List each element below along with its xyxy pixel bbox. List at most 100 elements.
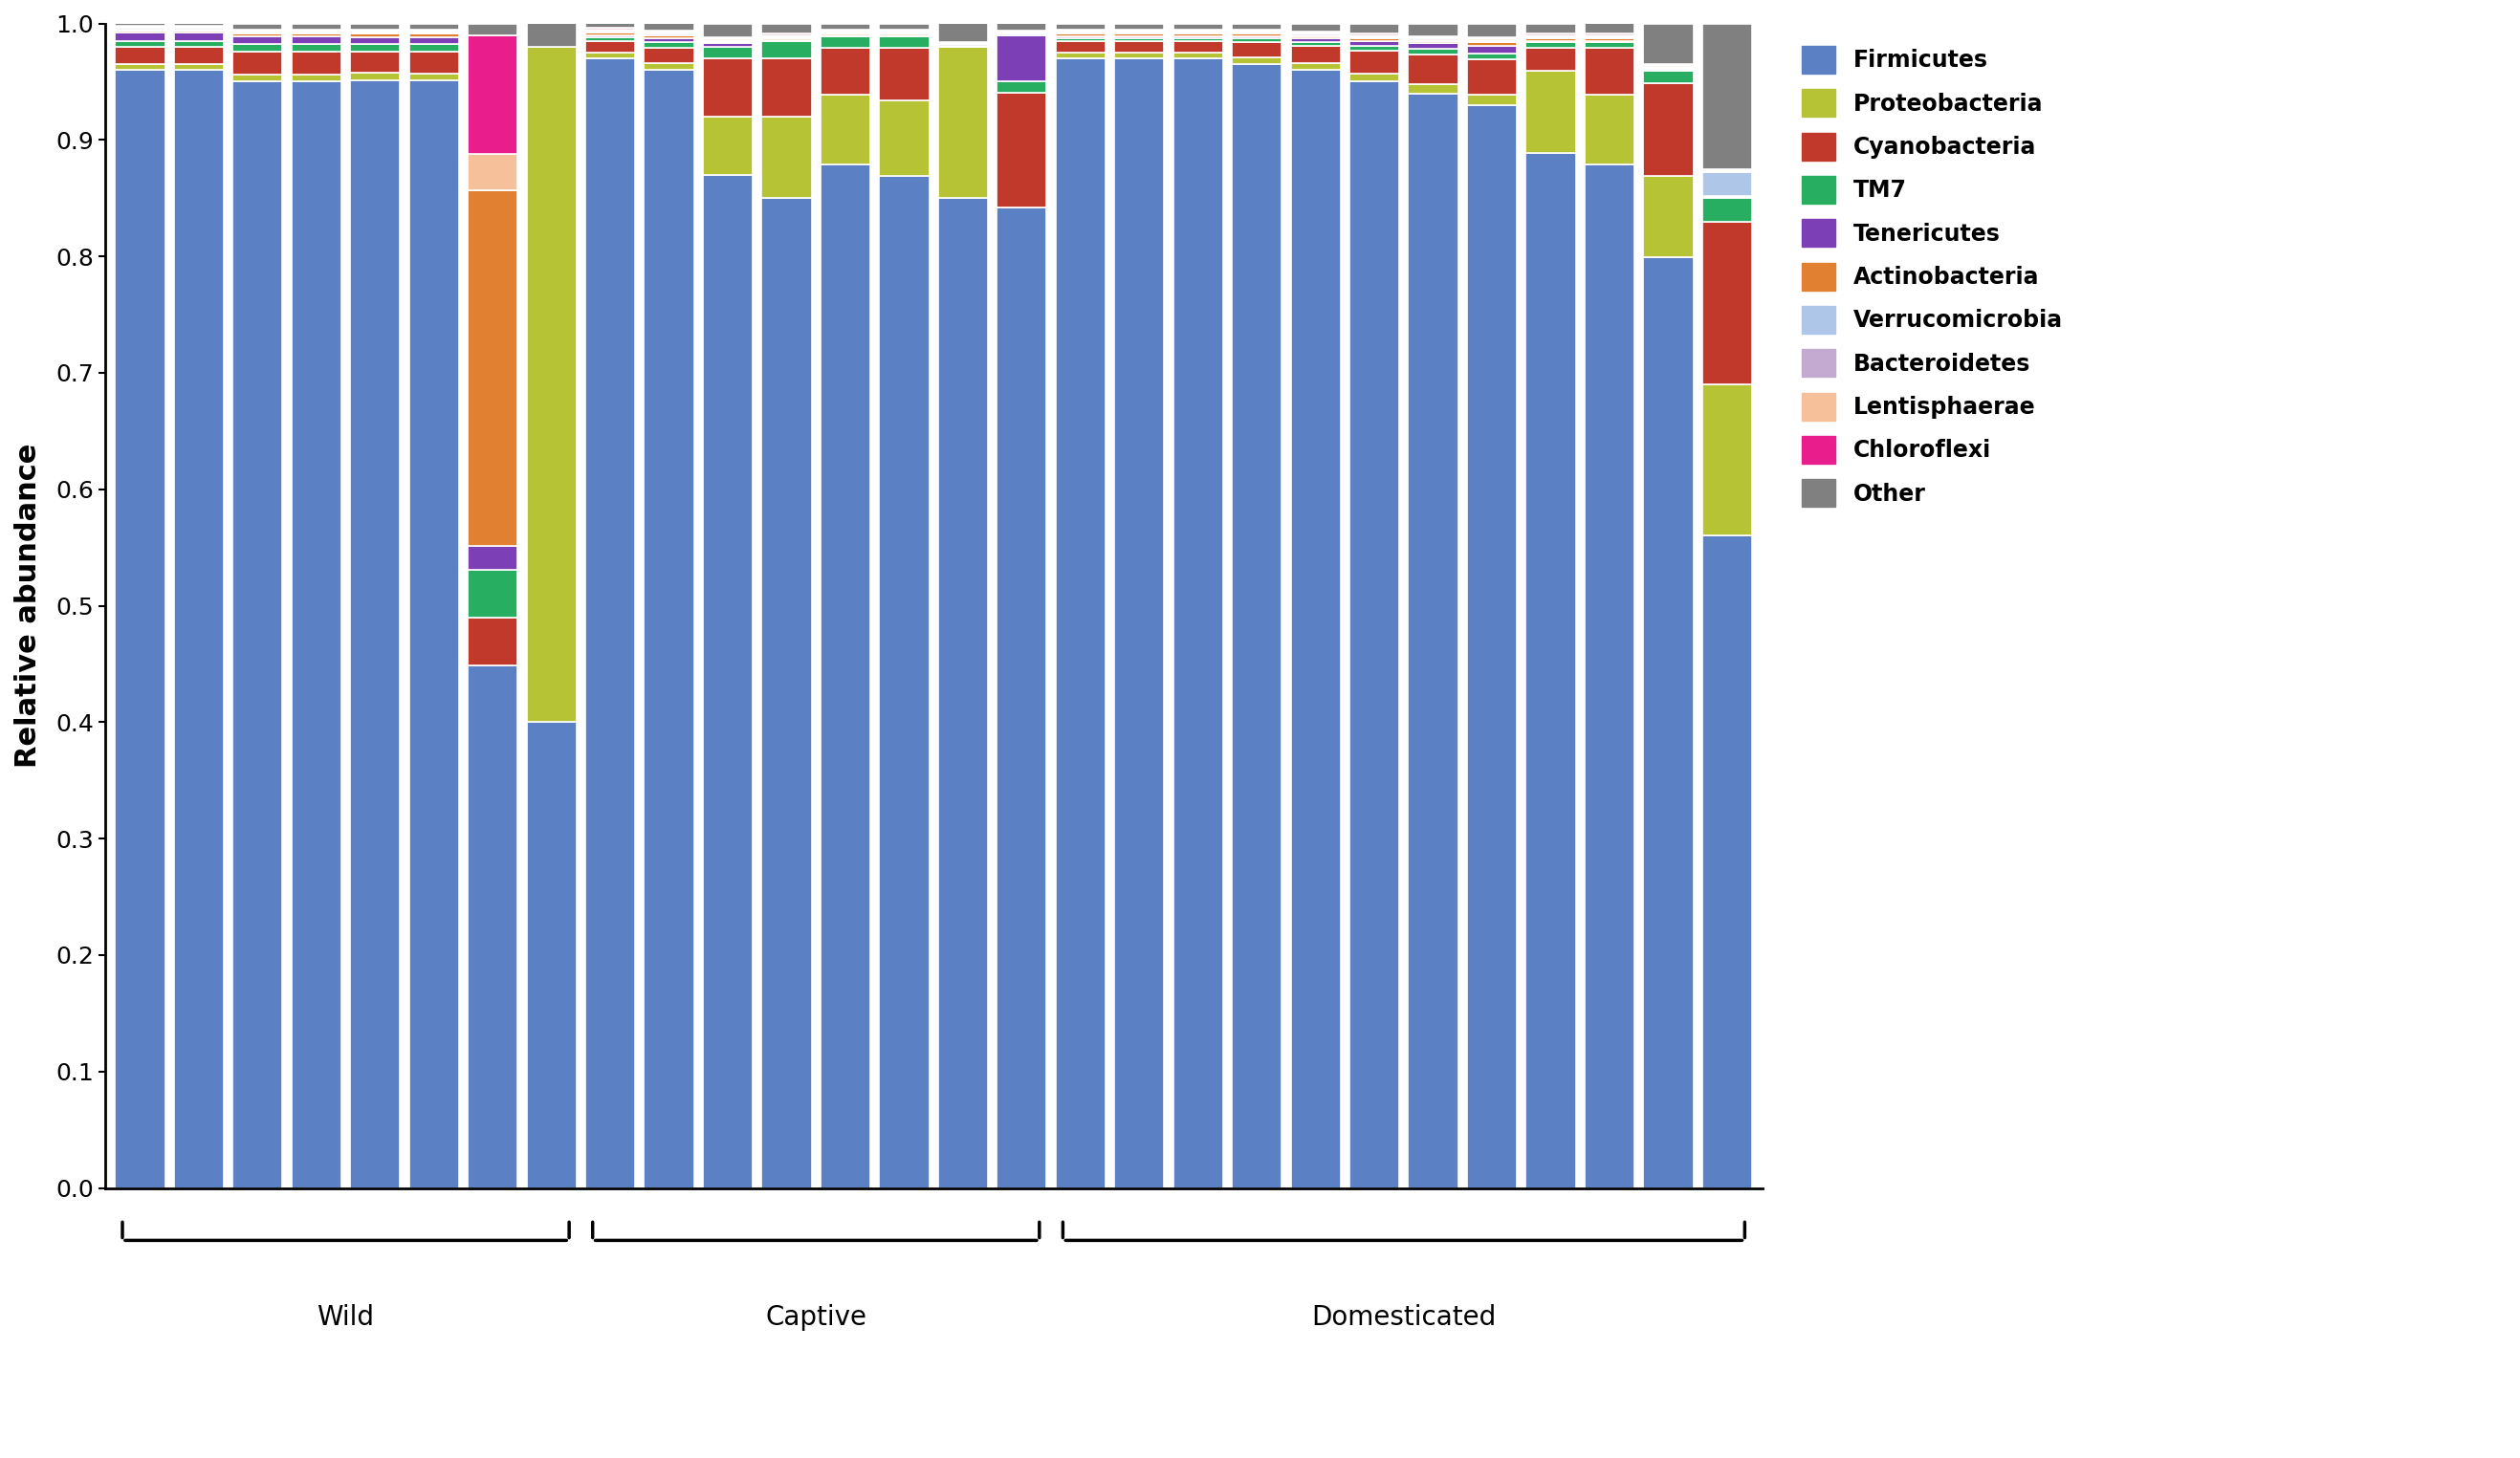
Bar	[116, 31, 164, 32]
Bar	[232, 74, 282, 82]
Bar	[350, 80, 401, 1188]
Bar	[585, 35, 635, 38]
Bar	[469, 190, 517, 547]
Bar	[469, 665, 517, 1188]
Bar	[1409, 85, 1459, 93]
Bar	[527, 47, 577, 722]
Bar	[1525, 23, 1575, 34]
Bar	[822, 165, 869, 1188]
Bar	[174, 32, 224, 41]
Bar	[292, 23, 340, 29]
Bar	[1643, 71, 1693, 83]
Bar	[174, 64, 224, 70]
Bar	[879, 36, 930, 48]
Bar	[1174, 58, 1222, 1188]
Bar	[1467, 95, 1517, 105]
Bar	[1467, 105, 1517, 1188]
Bar	[998, 82, 1046, 93]
Bar	[645, 35, 693, 38]
Bar	[1409, 55, 1459, 85]
Bar	[822, 48, 869, 95]
Bar	[998, 35, 1046, 82]
Bar	[1290, 42, 1341, 45]
Bar	[1114, 38, 1164, 41]
Bar	[1467, 23, 1517, 38]
Bar	[1174, 41, 1222, 52]
Legend: Firmicutes, Proteobacteria, Cyanobacteria, TM7, Tenericutes, Actinobacteria, Ver: Firmicutes, Proteobacteria, Cyanobacteri…	[1789, 35, 2074, 518]
Y-axis label: Relative abundance: Relative abundance	[15, 443, 43, 768]
Bar	[174, 41, 224, 47]
Bar	[1585, 165, 1635, 1188]
Bar	[1290, 70, 1341, 1188]
Bar	[645, 48, 693, 63]
Bar	[1232, 36, 1283, 38]
Bar	[1114, 23, 1164, 29]
Bar	[1701, 23, 1751, 169]
Bar	[232, 23, 282, 29]
Bar	[1056, 52, 1106, 58]
Bar	[408, 73, 459, 80]
Bar	[1585, 42, 1635, 48]
Bar	[645, 38, 693, 42]
Bar	[116, 23, 164, 26]
Bar	[1525, 71, 1575, 153]
Bar	[761, 41, 811, 58]
Bar	[1701, 172, 1751, 195]
Bar	[350, 23, 401, 29]
Bar	[350, 51, 401, 73]
Bar	[1114, 36, 1164, 38]
Bar	[822, 23, 869, 29]
Bar	[879, 23, 930, 29]
Bar	[1348, 38, 1399, 41]
Bar	[1174, 23, 1222, 29]
Bar	[1290, 23, 1341, 32]
Bar	[703, 175, 753, 1188]
Bar	[585, 52, 635, 58]
Bar	[469, 35, 517, 155]
Bar	[1585, 48, 1635, 95]
Bar	[1056, 58, 1106, 1188]
Bar	[350, 38, 401, 44]
Bar	[1467, 60, 1517, 95]
Bar	[469, 23, 517, 35]
Bar	[1056, 23, 1106, 29]
Bar	[1409, 44, 1459, 50]
Bar	[879, 48, 930, 101]
Bar	[408, 23, 459, 29]
Bar	[703, 47, 753, 58]
Bar	[1348, 41, 1399, 45]
Bar	[761, 23, 811, 34]
Bar	[292, 74, 340, 82]
Bar	[1348, 23, 1399, 34]
Bar	[998, 93, 1046, 208]
Bar	[1114, 41, 1164, 52]
Bar	[1585, 23, 1635, 34]
Bar	[408, 51, 459, 73]
Bar	[1643, 257, 1693, 1188]
Text: Captive: Captive	[766, 1305, 867, 1331]
Bar	[645, 42, 693, 48]
Bar	[469, 618, 517, 665]
Bar	[1174, 38, 1222, 41]
Bar	[1114, 58, 1164, 1188]
Bar	[1114, 34, 1164, 36]
Bar	[1348, 50, 1399, 73]
Bar	[1232, 34, 1283, 36]
Bar	[292, 82, 340, 1188]
Bar	[1701, 198, 1751, 222]
Bar	[292, 34, 340, 36]
Bar	[1290, 63, 1341, 70]
Bar	[585, 32, 635, 35]
Bar	[1467, 45, 1517, 54]
Bar	[645, 23, 693, 31]
Bar	[232, 44, 282, 51]
Bar	[174, 31, 224, 32]
Bar	[1056, 38, 1106, 41]
Bar	[174, 70, 224, 1188]
Bar	[1232, 38, 1283, 42]
Bar	[232, 34, 282, 36]
Bar	[116, 64, 164, 70]
Bar	[1174, 34, 1222, 36]
Bar	[1525, 48, 1575, 71]
Bar	[469, 570, 517, 618]
